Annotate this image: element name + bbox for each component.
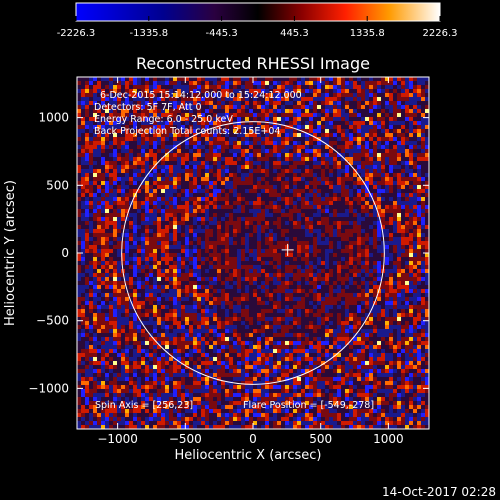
x-tick-label: 1000 xyxy=(373,432,404,446)
y-tick-label: −1000 xyxy=(28,381,69,395)
y-tick-label: −500 xyxy=(36,314,69,328)
colorbar-tick-label: -2226.3 xyxy=(57,28,96,39)
footer-timestamp: 14-Oct-2017 02:28 xyxy=(382,485,496,499)
x-axis-label: Heliocentric X (arcsec) xyxy=(175,448,322,463)
colorbar-gradient xyxy=(75,2,441,22)
solar-disk-outline xyxy=(121,121,385,385)
colorbar-tick-label: 2226.3 xyxy=(423,28,458,39)
x-tick-label: −500 xyxy=(169,432,202,446)
heatmap-image xyxy=(77,77,429,429)
chart-title: Reconstructed RHESSI Image xyxy=(136,54,370,73)
axis-ticks: −1000 −500 0 500 1000 −1000 −500 0 500 1000 xyxy=(28,77,429,446)
annotation-detectors: Detectors: 5F 7F, Att 0 xyxy=(94,102,202,113)
y-tick-label: 1000 xyxy=(38,111,69,125)
annotation-flare-position: Flare Position = [-549,-278] xyxy=(243,400,374,411)
y-axis-label: Heliocentric Y (arcsec) xyxy=(3,180,18,326)
y-tick-label: 500 xyxy=(46,178,69,192)
colorbar-tick-label: -445.3 xyxy=(205,28,237,39)
colorbar-tick-label: 445.3 xyxy=(280,28,309,39)
annotation-block: 6-Dec-2015 15:14:12.000 to 15:24:12.000 … xyxy=(94,90,302,137)
x-tick-label: 500 xyxy=(309,432,332,446)
flare-crosshair xyxy=(281,243,294,256)
colorbar-ticks: -2226.3 -1335.8 -445.3 445.3 1335.8 2226.3 xyxy=(57,16,458,39)
x-tick-label: 0 xyxy=(249,432,257,446)
y-tick-label: 0 xyxy=(61,246,69,260)
colorbar: -2226.3 -1335.8 -445.3 445.3 1335.8 2226.3 xyxy=(57,2,458,39)
annotation-spin-axis: Spin Axis = [256,23] xyxy=(95,400,193,411)
annotation-method: Back Projection Total counts: 2.15E+04 xyxy=(94,126,280,137)
annotation-energy: Energy Range: 6.0 - 25.0 keV xyxy=(94,114,233,125)
x-tick-label: −1000 xyxy=(97,432,138,446)
colorbar-tick-label: -1335.8 xyxy=(129,28,168,39)
colorbar-tick-label: 1335.8 xyxy=(350,28,385,39)
annotation-time-range: 6-Dec-2015 15:14:12.000 to 15:24:12.000 xyxy=(100,90,302,101)
